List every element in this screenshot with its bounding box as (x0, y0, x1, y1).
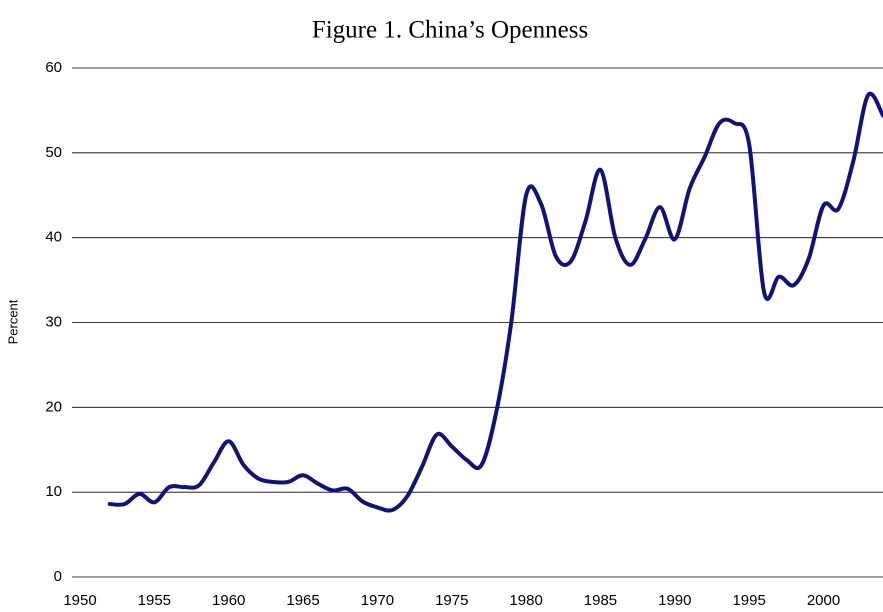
y-tick-label: 30 (45, 313, 62, 330)
y-tick-label: 0 (54, 568, 62, 585)
y-axis-label: Percent (5, 299, 20, 344)
x-tick-label: 1975 (435, 592, 468, 609)
x-tick-label: 1970 (361, 592, 394, 609)
chart-title: Figure 1. China’s Openness (312, 17, 588, 44)
x-tick-label: 1950 (63, 592, 96, 609)
line (107, 91, 883, 513)
y-tick-label: 10 (45, 483, 62, 500)
y-tick-label: 20 (45, 398, 62, 415)
x-tick-label: 1980 (509, 592, 542, 609)
x-tick-label: 1960 (212, 592, 245, 609)
x-tick-label: 1990 (658, 592, 691, 609)
x-tick-label: 1995 (732, 592, 765, 609)
y-tick-label: 60 (45, 59, 62, 76)
x-tick-label: 1985 (584, 592, 617, 609)
x-tick-label: 2000 (807, 592, 840, 609)
y-tick-label: 50 (45, 144, 62, 161)
x-tick-label: 1965 (286, 592, 319, 609)
x-tick-label: 1955 (138, 592, 171, 609)
y-tick-label: 40 (45, 229, 62, 246)
